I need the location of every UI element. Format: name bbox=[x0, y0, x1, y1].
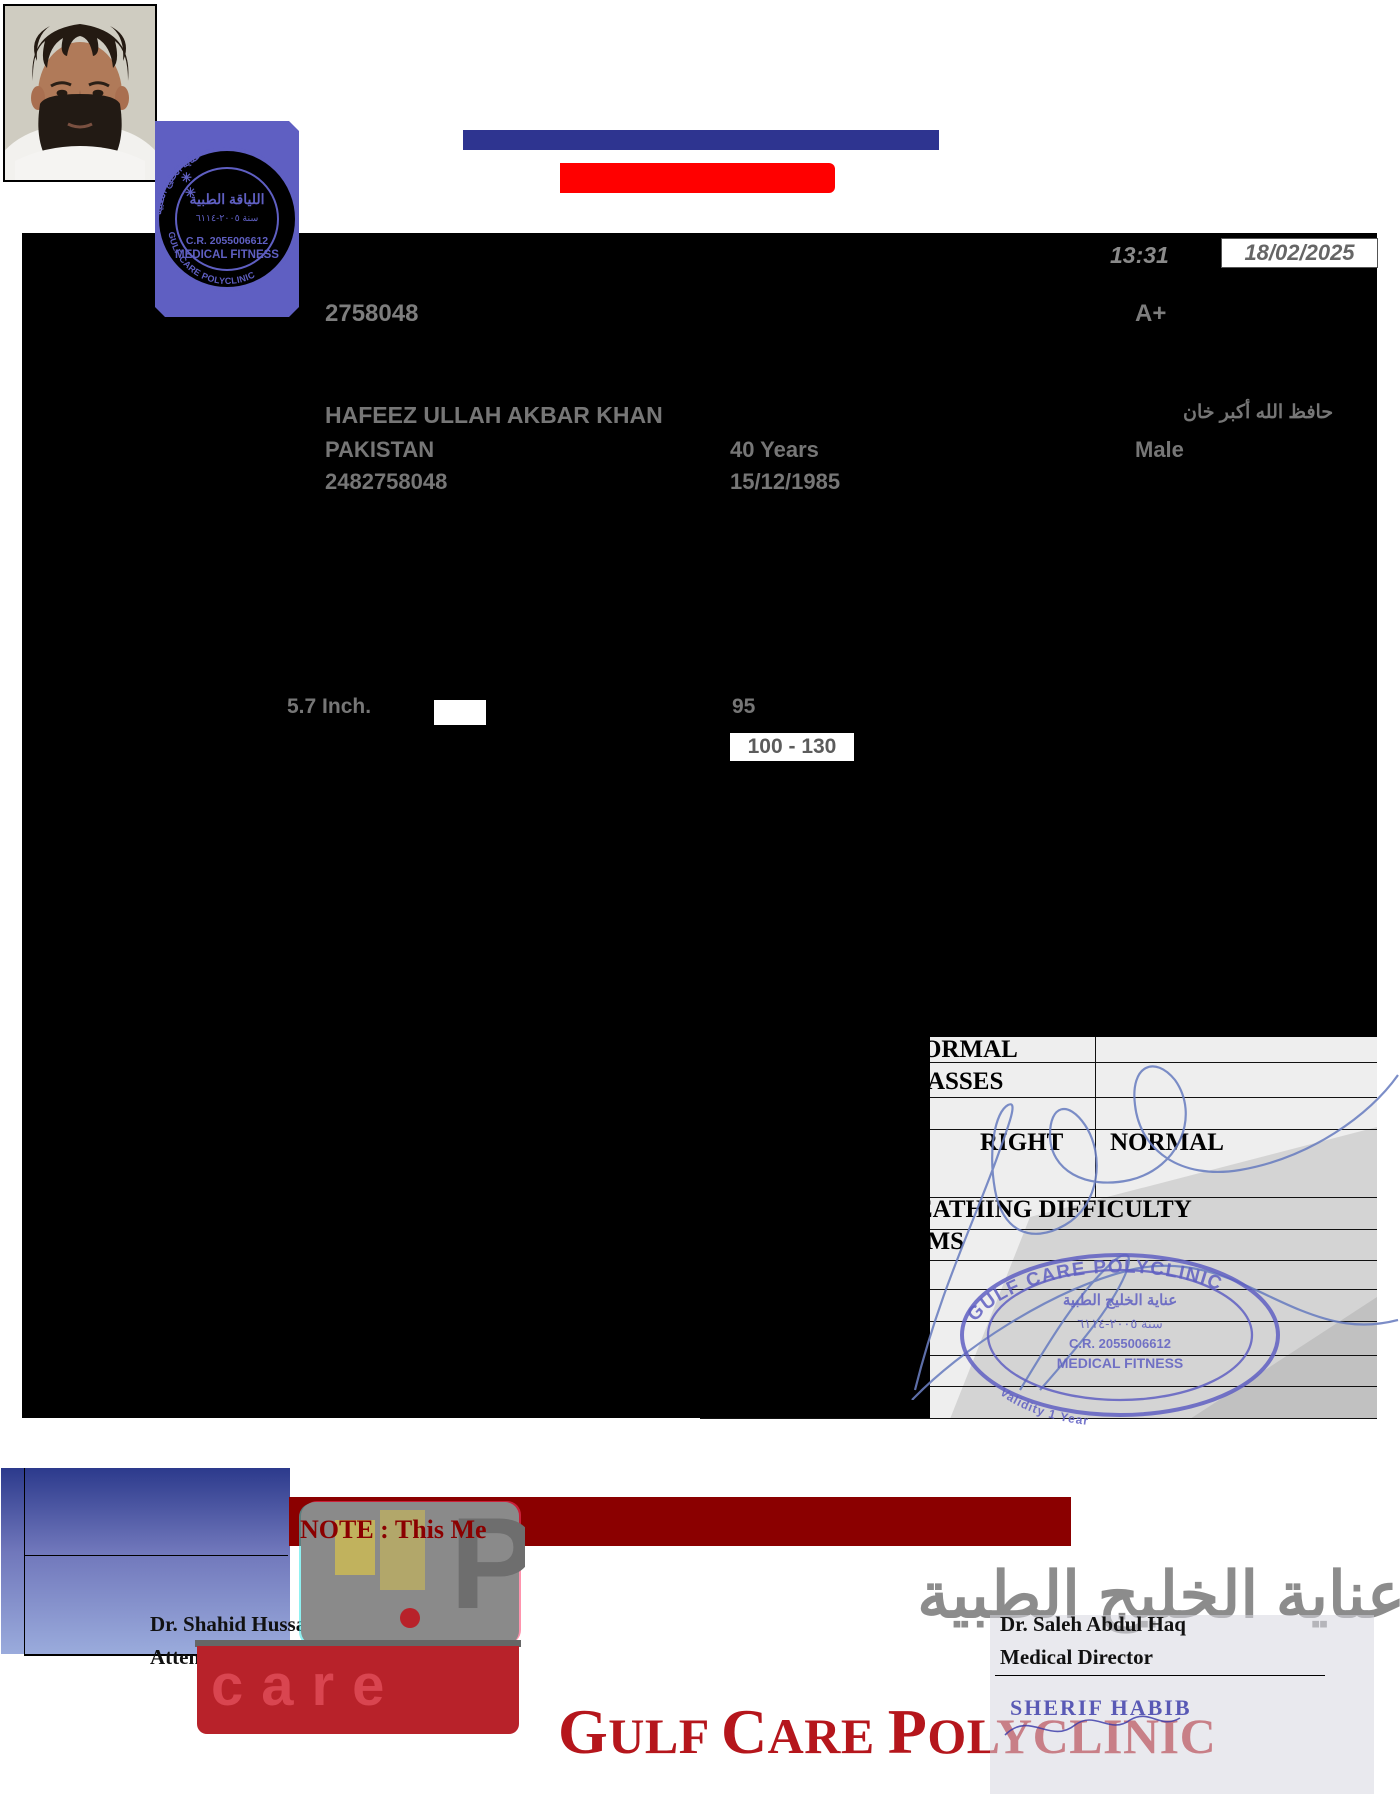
svg-text:سنة ٢٠٠٥-٦١١٤: سنة ٢٠٠٥-٦١١٤ bbox=[1077, 1316, 1163, 1331]
svg-text:SHERIF HABIB: SHERIF HABIB bbox=[1010, 1695, 1192, 1720]
svg-text:C.R. 2055006612: C.R. 2055006612 bbox=[186, 235, 268, 247]
svg-text:Validity 1 Year: Validity 1 Year bbox=[997, 1385, 1089, 1428]
svg-text:اللياقة الطبية: اللياقة الطبية bbox=[190, 191, 265, 207]
svg-text:✳: ✳ bbox=[185, 185, 196, 200]
svg-text:✳: ✳ bbox=[181, 170, 192, 185]
svg-text:MEDICAL FITNESS: MEDICAL FITNESS bbox=[1057, 1355, 1184, 1371]
svg-text:عناية الخليج الطبية: عناية الخليج الطبية bbox=[1063, 1292, 1177, 1309]
svg-text:C.R. 2055006612: C.R. 2055006612 bbox=[1069, 1336, 1171, 1351]
svg-text:MEDICAL FITNESS: MEDICAL FITNESS bbox=[175, 249, 279, 261]
svg-text:سنة ٢٠٠٥-٦١١٤: سنة ٢٠٠٥-٦١١٤ bbox=[196, 213, 259, 224]
